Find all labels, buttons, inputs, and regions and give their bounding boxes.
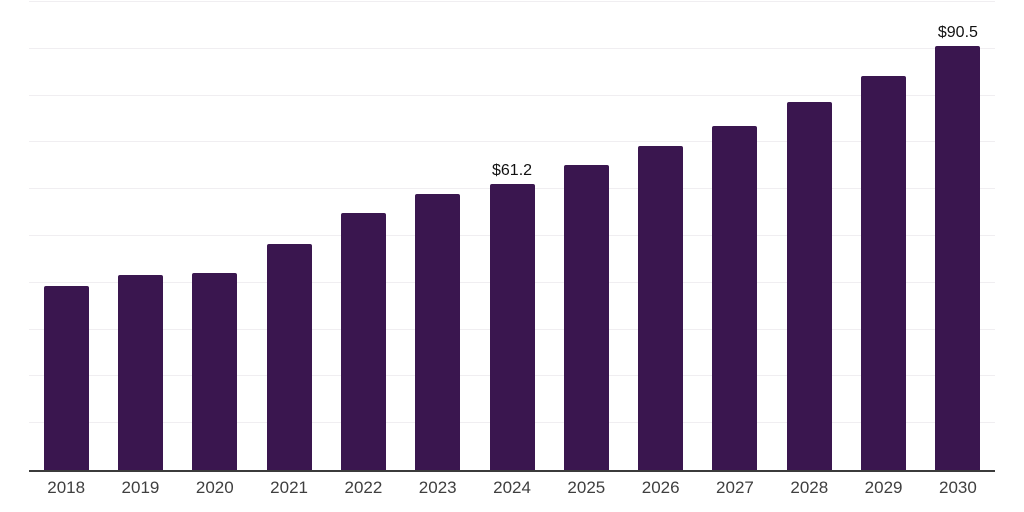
bar-slot-2023 xyxy=(401,2,475,470)
bar-slot-2018 xyxy=(29,2,103,470)
bar-2020 xyxy=(192,272,238,470)
bar-2026 xyxy=(638,146,684,470)
bar-slot-2029 xyxy=(846,2,920,470)
x-axis-line xyxy=(29,470,995,472)
x-tick-label-2018: 2018 xyxy=(47,478,86,497)
gridline-90 xyxy=(29,47,995,49)
bar-slot-2030: $90.5 xyxy=(921,2,995,470)
data-label-2024: $61.2 xyxy=(492,161,533,179)
x-tick-label-2023: 2023 xyxy=(418,478,457,497)
gridline-100 xyxy=(29,1,995,2)
bar-slot-2019 xyxy=(103,2,177,470)
x-tick-label-2027: 2027 xyxy=(716,478,754,497)
plot-area: $61.2 $90.5 xyxy=(29,1,995,472)
bar-2028 xyxy=(786,102,832,470)
x-tick-label-2024: 2024 xyxy=(493,478,531,497)
bar-slot-2025 xyxy=(549,2,623,470)
bar-2024: $61.2 xyxy=(489,162,535,470)
bar-slot-2024: $61.2 xyxy=(475,2,549,470)
x-tick-label-2028: 2028 xyxy=(790,478,829,497)
bar-slot-2020 xyxy=(178,2,252,470)
bar-slot-2027 xyxy=(698,2,772,470)
bar-2023 xyxy=(415,193,461,470)
x-tick-label-2022: 2022 xyxy=(344,478,383,497)
bar-2030: $90.5 xyxy=(935,25,981,470)
bar-slot-2026 xyxy=(624,2,698,470)
bar-2025 xyxy=(563,165,609,470)
bar-slot-2028 xyxy=(772,2,846,470)
x-axis: 2018 2019 2020 2021 2022 2023 2024 2025 2026 2027… xyxy=(29,478,995,498)
bars-layer: $61.2 $90.5 xyxy=(29,2,995,470)
x-tick-label-2029: 2029 xyxy=(864,478,903,497)
bar-2021 xyxy=(266,244,312,470)
gridline-70 xyxy=(29,141,995,143)
x-tick-label-2026: 2026 xyxy=(641,478,680,497)
bar-slot-2021 xyxy=(252,2,326,470)
bar-2027 xyxy=(712,126,758,470)
bar-2019 xyxy=(117,274,163,470)
x-tick-label-2020: 2020 xyxy=(195,478,234,497)
x-tick-label-2025: 2025 xyxy=(567,478,606,497)
x-tick-label-2030: 2030 xyxy=(938,478,977,497)
x-tick-label-2019: 2019 xyxy=(121,478,160,497)
gridline-80 xyxy=(29,94,995,96)
x-tick-label-2021: 2021 xyxy=(270,478,308,497)
bar-2022 xyxy=(340,212,386,470)
bar-slot-2022 xyxy=(326,2,400,470)
bar-2029 xyxy=(861,75,907,470)
data-label-2030: $90.5 xyxy=(937,24,978,42)
bar-2018 xyxy=(43,285,89,470)
